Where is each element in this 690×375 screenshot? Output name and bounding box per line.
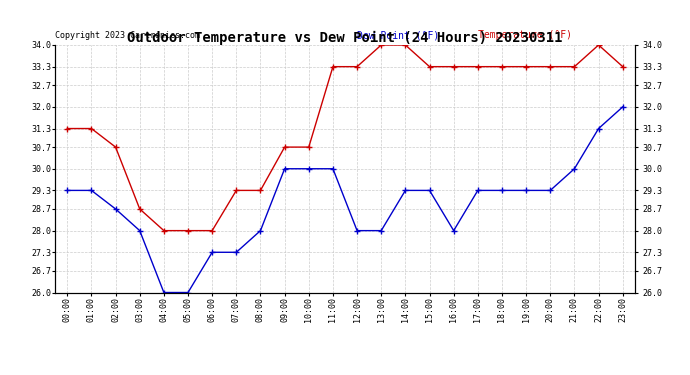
Dew Point (°F)	[450, 64, 458, 69]
Temperature (°F)	[402, 188, 410, 193]
Dew Point (°F)	[618, 64, 627, 69]
Dew Point (°F)	[353, 64, 362, 69]
Dew Point (°F)	[522, 64, 530, 69]
Dew Point (°F)	[87, 126, 95, 131]
Temperature (°F)	[473, 188, 482, 193]
Dew Point (°F)	[135, 207, 144, 211]
Line: Temperature (°F): Temperature (°F)	[64, 104, 626, 295]
Dew Point (°F)	[498, 64, 506, 69]
Temperature (°F)	[570, 166, 578, 171]
Dew Point (°F)	[402, 43, 410, 47]
Dew Point (°F)	[570, 64, 578, 69]
Temperature (°F)	[280, 166, 288, 171]
Dew Point (°F)	[160, 228, 168, 233]
Dew Point (°F)	[473, 64, 482, 69]
Text: Dew Point (°F): Dew Point (°F)	[357, 30, 439, 40]
Dew Point (°F)	[280, 145, 288, 149]
Temperature (°F)	[425, 188, 433, 193]
Text: Copyright 2023 Cartronics.com: Copyright 2023 Cartronics.com	[55, 31, 200, 40]
Temperature (°F)	[353, 228, 362, 233]
Temperature (°F)	[377, 228, 385, 233]
Temperature (°F)	[450, 228, 458, 233]
Temperature (°F)	[232, 250, 240, 255]
Dew Point (°F)	[184, 228, 192, 233]
Dew Point (°F)	[594, 43, 603, 47]
Temperature (°F)	[618, 105, 627, 109]
Temperature (°F)	[184, 290, 192, 295]
Temperature (°F)	[160, 290, 168, 295]
Temperature (°F)	[304, 166, 313, 171]
Title: Outdoor Temperature vs Dew Point (24 Hours) 20230311: Outdoor Temperature vs Dew Point (24 Hou…	[127, 31, 563, 45]
Temperature (°F)	[135, 228, 144, 233]
Dew Point (°F)	[304, 145, 313, 149]
Dew Point (°F)	[546, 64, 555, 69]
Temperature (°F)	[328, 166, 337, 171]
Dew Point (°F)	[112, 145, 120, 149]
Dew Point (°F)	[377, 43, 385, 47]
Temperature (°F)	[87, 188, 95, 193]
Temperature (°F)	[498, 188, 506, 193]
Text: Temperature (°F): Temperature (°F)	[478, 30, 572, 40]
Temperature (°F)	[594, 126, 603, 131]
Temperature (°F)	[257, 228, 265, 233]
Temperature (°F)	[208, 250, 217, 255]
Dew Point (°F)	[208, 228, 217, 233]
Dew Point (°F)	[63, 126, 72, 131]
Dew Point (°F)	[232, 188, 240, 193]
Temperature (°F)	[546, 188, 555, 193]
Line: Dew Point (°F): Dew Point (°F)	[64, 42, 626, 233]
Dew Point (°F)	[425, 64, 433, 69]
Temperature (°F)	[112, 207, 120, 211]
Temperature (°F)	[63, 188, 72, 193]
Dew Point (°F)	[328, 64, 337, 69]
Temperature (°F)	[522, 188, 530, 193]
Dew Point (°F)	[257, 188, 265, 193]
